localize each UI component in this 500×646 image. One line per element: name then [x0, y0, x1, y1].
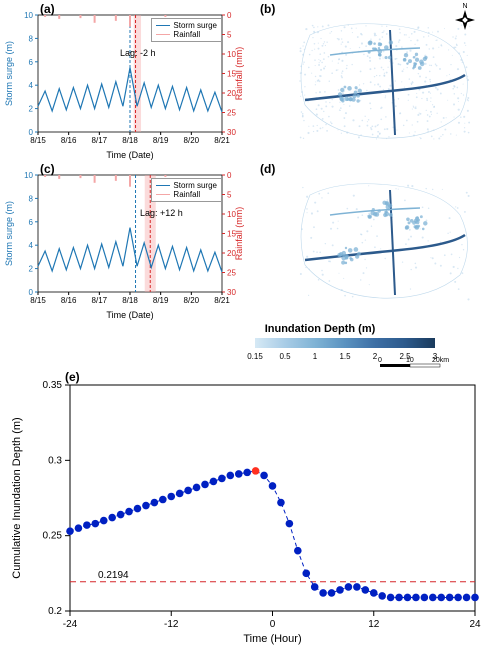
panel-a-label: (a): [40, 2, 55, 16]
svg-text:1.5: 1.5: [339, 352, 351, 361]
svg-text:8/15: 8/15: [30, 136, 46, 145]
row-3: (e) -24 -12 0 12 24 Time (Hour) 0.2 0.25 0.3 0.35…: [0, 370, 500, 646]
panel-c-label: (c): [40, 162, 55, 176]
svg-text:Rainfall (mm): Rainfall (mm): [234, 47, 244, 101]
svg-text:0.5: 0.5: [279, 352, 291, 361]
svg-text:5: 5: [227, 31, 232, 40]
svg-text:-24: -24: [63, 619, 78, 630]
svg-text:12: 12: [368, 619, 380, 630]
panel-a-legend: Storm surge Rainfall: [151, 18, 222, 42]
svg-text:25: 25: [227, 269, 236, 278]
panel-e: (e) -24 -12 0 12 24 Time (Hour) 0.2 0.25 0.3 0.35…: [0, 370, 500, 646]
svg-text:2: 2: [29, 105, 34, 114]
panel-b-map: N: [250, 0, 500, 160]
svg-text:Storm surge (m): Storm surge (m): [4, 41, 14, 106]
svg-text:8/16: 8/16: [61, 136, 77, 145]
svg-text:Rainfall (mm): Rainfall (mm): [234, 207, 244, 261]
svg-text:6: 6: [29, 218, 34, 227]
panel-d: (d): [250, 160, 500, 320]
svg-text:-12: -12: [164, 619, 179, 630]
svg-text:N: N: [462, 3, 467, 10]
svg-text:0: 0: [378, 357, 382, 364]
svg-text:Time (Date): Time (Date): [106, 310, 153, 320]
svg-text:8: 8: [29, 194, 34, 203]
svg-text:0: 0: [227, 171, 232, 180]
svg-text:5: 5: [227, 191, 232, 200]
row-2: (c) 0246810Storm surge (m)051015202530Ra…: [0, 160, 500, 320]
panel-b-label: (b): [260, 2, 275, 16]
svg-text:10: 10: [406, 357, 414, 364]
lag-text-c: Lag: +12 h: [140, 208, 183, 218]
svg-text:8/20: 8/20: [184, 136, 200, 145]
svg-text:4: 4: [29, 241, 34, 250]
svg-text:8/17: 8/17: [92, 296, 108, 305]
figure-container: (a) 0246810Storm surge (m)051015202530Ra…: [0, 0, 500, 646]
legend-rain-c: Rainfall: [173, 190, 200, 199]
legend-surge: Storm surge: [173, 21, 217, 30]
svg-text:8/18: 8/18: [122, 296, 138, 305]
svg-text:10: 10: [24, 11, 33, 20]
svg-text:6: 6: [29, 58, 34, 67]
svg-text:25: 25: [227, 109, 236, 118]
svg-text:0: 0: [227, 11, 232, 20]
lag-text-a: Lag: -2 h: [120, 48, 156, 58]
svg-text:8/21: 8/21: [214, 296, 230, 305]
svg-text:Storm surge (m): Storm surge (m): [4, 201, 14, 266]
panel-a: (a) 0246810Storm surge (m)051015202530Ra…: [0, 0, 250, 160]
svg-text:Time (Hour): Time (Hour): [243, 633, 301, 645]
svg-text:10: 10: [24, 171, 33, 180]
svg-text:8/20: 8/20: [184, 296, 200, 305]
svg-text:2: 2: [29, 265, 34, 274]
colorbar-row: Inundation Depth (m)0.150.511.522.530102…: [0, 320, 500, 370]
svg-text:24: 24: [469, 619, 481, 630]
svg-text:0.15: 0.15: [247, 352, 263, 361]
svg-text:Cumulative Inundation Depth (m: Cumulative Inundation Depth (m): [11, 417, 23, 578]
svg-text:Time (Date): Time (Date): [106, 150, 153, 160]
panel-c-legend: Storm surge Rainfall: [151, 178, 222, 202]
svg-text:0.3: 0.3: [48, 455, 62, 466]
svg-text:20km: 20km: [432, 357, 449, 364]
svg-text:1: 1: [313, 352, 318, 361]
panel-b: (b) N: [250, 0, 500, 160]
svg-text:8/19: 8/19: [153, 136, 169, 145]
svg-text:Inundation Depth (m): Inundation Depth (m): [265, 323, 376, 335]
colorbar: Inundation Depth (m)0.150.511.522.530102…: [0, 320, 500, 370]
svg-text:8/19: 8/19: [153, 296, 169, 305]
panel-e-label: (e): [65, 370, 80, 384]
svg-text:8/21: 8/21: [214, 136, 230, 145]
svg-text:0.2: 0.2: [48, 606, 62, 617]
svg-text:0.25: 0.25: [43, 531, 63, 542]
row-1: (a) 0246810Storm surge (m)051015202530Ra…: [0, 0, 500, 160]
svg-text:0: 0: [270, 619, 276, 630]
svg-text:0.35: 0.35: [43, 380, 63, 391]
svg-text:8/17: 8/17: [92, 136, 108, 145]
panel-d-label: (d): [260, 162, 275, 176]
svg-text:8/18: 8/18: [122, 136, 138, 145]
svg-text:8: 8: [29, 34, 34, 43]
legend-surge-c: Storm surge: [173, 181, 217, 190]
legend-rain: Rainfall: [173, 30, 200, 39]
svg-text:0.2194: 0.2194: [98, 570, 129, 581]
svg-text:8/16: 8/16: [61, 296, 77, 305]
panel-d-map: [250, 160, 500, 320]
panel-c: (c) 0246810Storm surge (m)051015202530Ra…: [0, 160, 250, 320]
svg-text:8/15: 8/15: [30, 296, 46, 305]
svg-text:4: 4: [29, 81, 34, 90]
panel-e-chart: -24 -12 0 12 24 Time (Hour) 0.2 0.25 0.3 0.35 Cumu…: [0, 370, 500, 646]
